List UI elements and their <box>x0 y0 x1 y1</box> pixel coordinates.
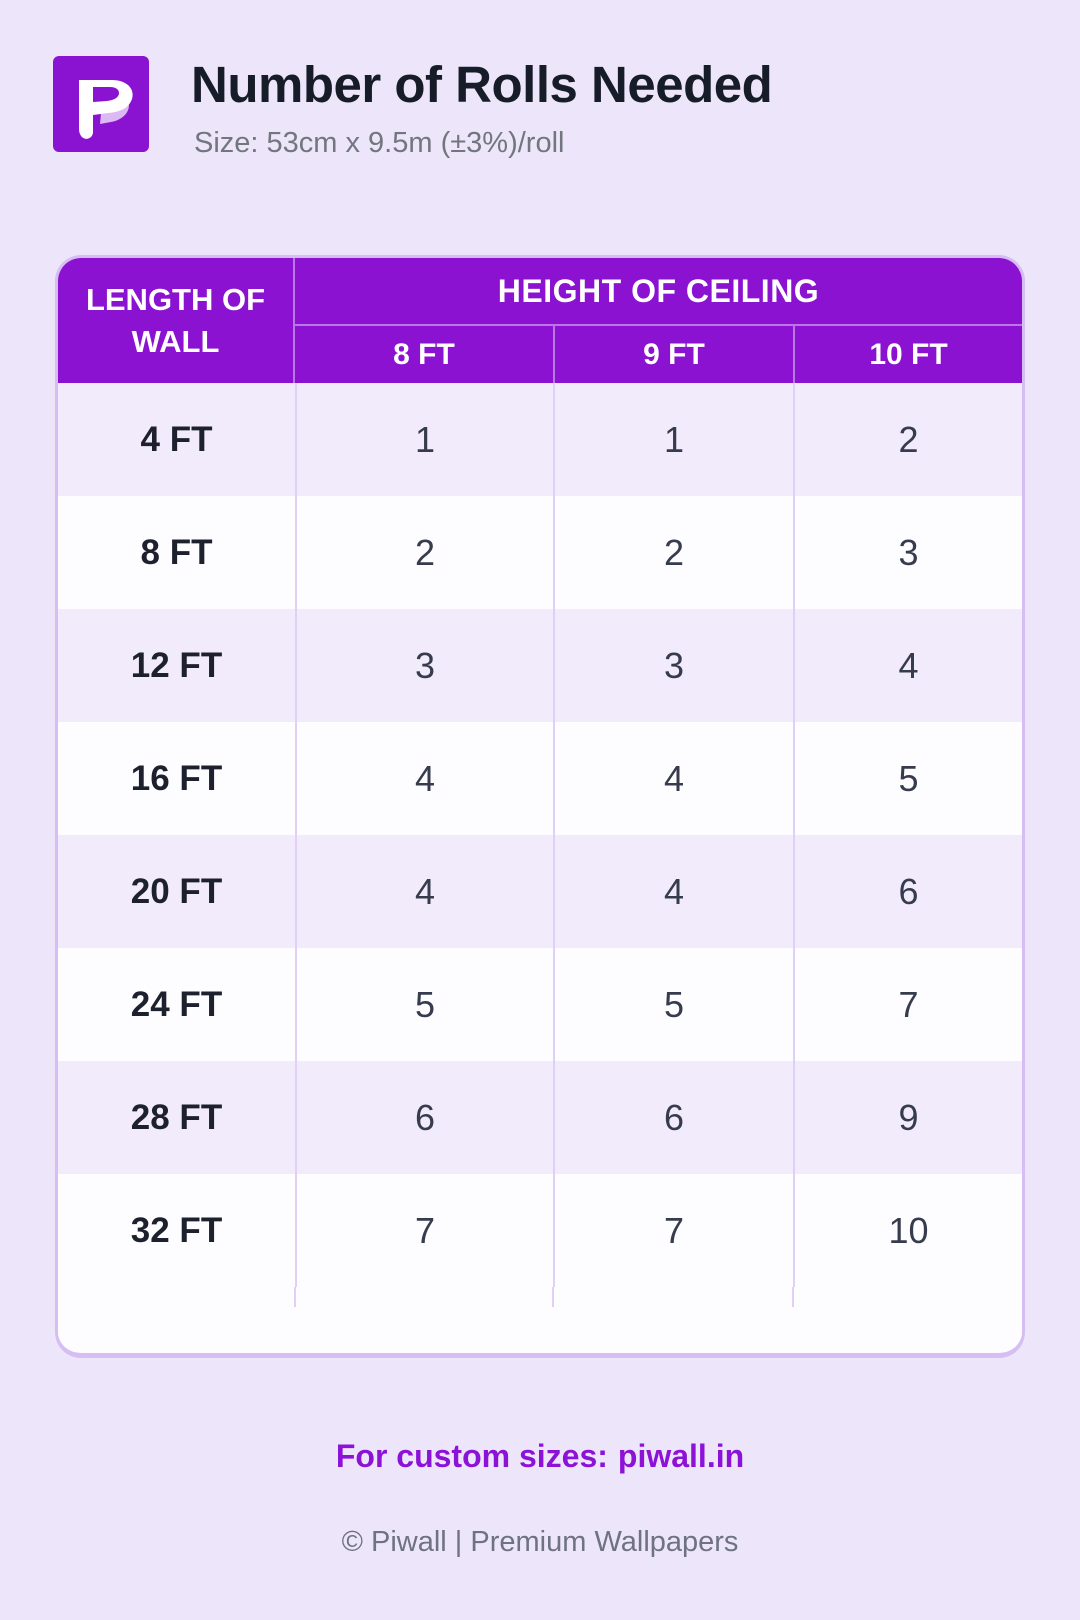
custom-sizes-label: For custom sizes: <box>335 1438 608 1474</box>
column-divider <box>294 1287 296 1307</box>
rolls-table-card: LENGTH OF WALL HEIGHT OF CEILING 8 FT 9 … <box>55 255 1025 1358</box>
cell-value: 3 <box>793 496 1022 609</box>
table-row: 32 FT 7 7 10 <box>58 1174 1022 1287</box>
piwall-site-link[interactable]: piwall.in <box>617 1438 745 1474</box>
cell-value: 2 <box>295 496 553 609</box>
cell-value: 7 <box>793 948 1022 1061</box>
table-header: LENGTH OF WALL HEIGHT OF CEILING 8 FT 9 … <box>58 258 1022 383</box>
cell-value: 7 <box>553 1174 793 1287</box>
table-row: 12 FT 3 3 4 <box>58 609 1022 722</box>
cell-value: 9 <box>793 1061 1022 1174</box>
cell-value: 5 <box>295 948 553 1061</box>
table-row: 24 FT 5 5 7 <box>58 948 1022 1061</box>
cell-value: 1 <box>553 383 793 496</box>
row-label: 32 FT <box>130 1210 223 1250</box>
col-group-header-height-of-ceiling: HEIGHT OF CEILING <box>295 258 1022 326</box>
cell-value: 1 <box>295 383 553 496</box>
page-header: Number of Rolls Needed Size: 53cm x 9.5m… <box>53 56 773 160</box>
cell-value: 5 <box>553 948 793 1061</box>
col-header-length-of-wall: LENGTH OF WALL <box>58 258 295 383</box>
custom-sizes-line: For custom sizes: piwall.in <box>0 1438 1080 1475</box>
piwall-logo-icon <box>53 56 149 152</box>
copyright-line: © Piwall | Premium Wallpapers <box>341 1526 739 1558</box>
column-divider <box>552 1287 554 1307</box>
cell-value: 6 <box>295 1061 553 1174</box>
col-header-9ft: 9 FT <box>553 326 793 383</box>
table-row: 16 FT 4 4 5 <box>58 722 1022 835</box>
cell-value: 2 <box>553 496 793 609</box>
row-label: 20 FT <box>130 871 223 911</box>
row-label: 8 FT <box>140 532 213 572</box>
table-bottom-spacer <box>58 1287 1022 1352</box>
cell-value: 2 <box>793 383 1022 496</box>
col-header-8ft: 8 FT <box>393 337 455 371</box>
table-row: 8 FT 2 2 3 <box>58 496 1022 609</box>
cell-value: 10 <box>793 1174 1022 1287</box>
cell-value: 7 <box>295 1174 553 1287</box>
cell-value: 3 <box>553 609 793 722</box>
cell-value: 4 <box>295 835 553 948</box>
row-label: 4 FT <box>140 419 213 459</box>
cell-value: 6 <box>553 1061 793 1174</box>
row-label: 24 FT <box>130 984 223 1024</box>
row-label: 12 FT <box>130 645 223 685</box>
cell-value: 4 <box>553 835 793 948</box>
cell-value: 4 <box>793 609 1022 722</box>
col-header-10ft: 10 FT <box>793 326 1022 383</box>
roll-size-subtitle: Size: 53cm x 9.5m (±3%)/roll <box>194 126 565 159</box>
row-label: 28 FT <box>130 1097 223 1137</box>
table-row: 4 FT 1 1 2 <box>58 383 1022 496</box>
column-divider <box>792 1287 794 1307</box>
cell-value: 6 <box>793 835 1022 948</box>
row-label: 16 FT <box>130 758 223 798</box>
cell-value: 3 <box>295 609 553 722</box>
cell-value: 4 <box>295 722 553 835</box>
page-title: Number of Rolls Needed <box>191 56 773 113</box>
cell-value: 4 <box>553 722 793 835</box>
table-row: 20 FT 4 4 6 <box>58 835 1022 948</box>
table-row: 28 FT 6 6 9 <box>58 1061 1022 1174</box>
cell-value: 5 <box>793 722 1022 835</box>
